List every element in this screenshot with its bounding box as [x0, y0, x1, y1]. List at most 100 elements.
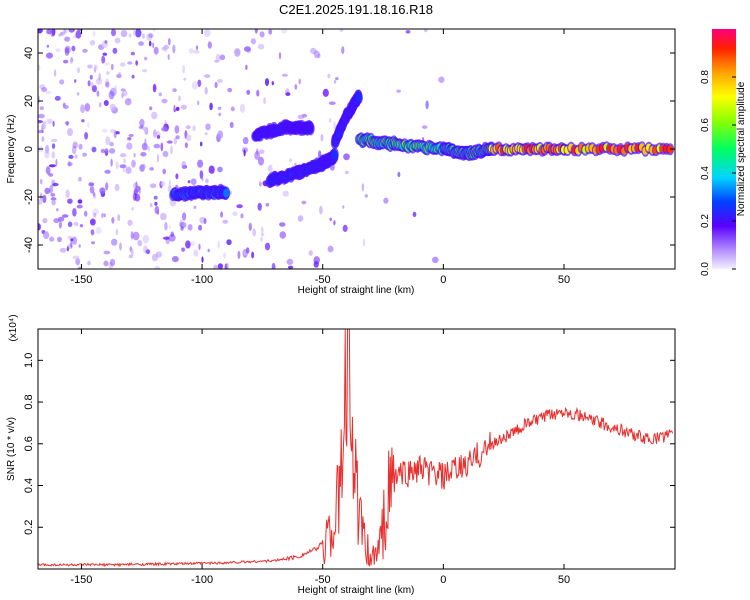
heatmap-blob-460	[103, 250, 111, 255]
heatmap-blob-431	[114, 85, 117, 91]
heatmap-blob-272	[76, 67, 80, 74]
heatmap-blob-316	[168, 225, 171, 229]
heatmap-blob-452	[167, 37, 171, 46]
heatmap-blob-24	[345, 170, 349, 175]
heatmap-blob-474	[193, 50, 200, 54]
heatmap-blob-459	[243, 149, 246, 157]
heatmap-blob-476	[38, 130, 44, 134]
snr-x-tick-label: -150	[70, 574, 92, 586]
heatmap-blob-129	[215, 53, 221, 63]
heatmap-blob-74	[101, 212, 104, 218]
heatmap-blob-461	[70, 57, 74, 63]
heatmap-blob-239	[322, 88, 329, 97]
heatmap-blob-48	[198, 243, 201, 250]
colorbar-ticks: 0.0 0.2 0.4 0.6 0.8	[700, 70, 736, 276]
snr-y-tick-label: 0.6	[23, 436, 35, 451]
heatmap-blob-207	[72, 208, 77, 217]
heatmap-blob-238	[155, 131, 161, 137]
heatmap-blob-214	[153, 46, 159, 55]
heatmap-blob-344	[319, 205, 323, 215]
heatmap-blob-138	[64, 36, 71, 42]
heatmap-y-tick-label: 40	[23, 47, 35, 59]
heatmap-blob-261	[66, 121, 69, 127]
heatmap-blob-268	[90, 218, 96, 226]
heatmap-blob-184	[250, 38, 256, 45]
heatmap-blob-293	[222, 219, 229, 224]
heatmap-blob-165	[237, 250, 241, 260]
heatmap-blob-23	[149, 167, 155, 171]
heatmap-blob-339	[170, 145, 173, 155]
heatmap-y-tick-label: 20	[23, 95, 35, 107]
heatmap-blob-102	[88, 182, 95, 187]
heatmap-blob-425	[99, 187, 106, 195]
heatmap-blob-267	[172, 88, 177, 92]
heatmap-blob-246	[297, 114, 305, 120]
heatmap-blob-15	[91, 241, 95, 245]
heatmap-blob-401	[245, 64, 248, 71]
heatmap-blob-331	[261, 226, 264, 234]
snr-series-line	[38, 329, 674, 568]
snr-panel: -150 -100 -50 0 50 0.2 0.4 0.6 0.8 1.0 Height of…	[6, 314, 676, 596]
heatmap-blob-329	[217, 130, 224, 139]
heatmap-blob-437	[203, 218, 207, 225]
heatmap-blob-484	[182, 64, 186, 74]
heatmap-x-tick-label: 0	[440, 274, 446, 286]
heatmap-blob-434	[186, 134, 192, 142]
heatmap-blob-283	[175, 106, 180, 111]
heatmap-blob-20	[68, 154, 74, 159]
heatmap-blob-152	[138, 41, 145, 46]
heatmap-blob-469	[153, 195, 158, 200]
heatmap-blob-332	[236, 204, 243, 209]
heatmap-blob-30	[317, 53, 321, 58]
heatmap-blob-133	[103, 100, 109, 106]
heatmap-blob-185	[190, 178, 197, 185]
heatmap-blob-423	[42, 194, 47, 204]
heatmap-blob-201	[52, 182, 59, 187]
heatmap-blob-291	[248, 222, 252, 231]
heatmap-blob-68	[58, 33, 61, 37]
heatmap-blob-158	[327, 245, 334, 253]
heatmap-blob-91	[105, 78, 110, 87]
heatmap-blob-296	[142, 234, 150, 244]
heatmap-blob-148	[93, 64, 98, 71]
heatmap-blob-223	[181, 161, 187, 170]
heatmap-blob-132	[72, 236, 77, 245]
heatmap-blob-441	[208, 165, 215, 174]
heatmap-blob-373	[105, 136, 111, 146]
heatmap-blob-182	[77, 199, 83, 204]
heatmap-blob-125	[139, 164, 145, 172]
heatmap-blob-209	[38, 198, 43, 205]
heatmap-blob-216	[127, 219, 133, 226]
heatmap-blob-2	[148, 40, 152, 47]
heatmap-blob-193	[64, 121, 70, 125]
heatmap-blob-446	[259, 149, 265, 154]
heatmap-blob-295	[100, 148, 106, 154]
heatmap-blob-298	[78, 244, 81, 248]
heatmap-blob-386	[149, 183, 157, 188]
heatmap-blob-92	[342, 224, 348, 232]
heatmap-blob-11	[335, 77, 339, 81]
heatmap-blob-288	[39, 84, 46, 90]
heatmap-blob-98	[105, 81, 110, 88]
heatmap-blob-414	[110, 63, 114, 71]
heatmap-blob-410	[187, 224, 193, 231]
heatmap-x-axis: -150 -100 -50 0 50	[70, 29, 570, 286]
heatmap-blob-174	[213, 264, 219, 269]
heatmap-blob-287	[281, 73, 288, 77]
heatmap-blob-144	[341, 46, 345, 54]
heatmap-blob-315	[68, 29, 75, 33]
heatmap-blob-121	[179, 219, 184, 227]
heatmap-blob-269	[67, 162, 73, 167]
heatmap-blob-385	[132, 231, 140, 241]
heatmap-blob-104	[111, 29, 116, 37]
heatmap-blob-257	[75, 30, 82, 39]
heatmap-blob-479	[67, 243, 73, 250]
heatmap-blob-192	[147, 145, 150, 152]
heatmap-blob-227	[84, 210, 88, 217]
colorbar: 0.0 0.2 0.4 0.6 0.8 Normalized spectral ampl…	[700, 29, 747, 276]
heatmap-blob-454	[254, 29, 258, 34]
heatmap-blob-47	[153, 29, 156, 32]
heatmap-blob-340	[152, 129, 157, 138]
heatmap-blob-262	[89, 186, 95, 194]
heatmap-blob-255	[234, 48, 241, 57]
